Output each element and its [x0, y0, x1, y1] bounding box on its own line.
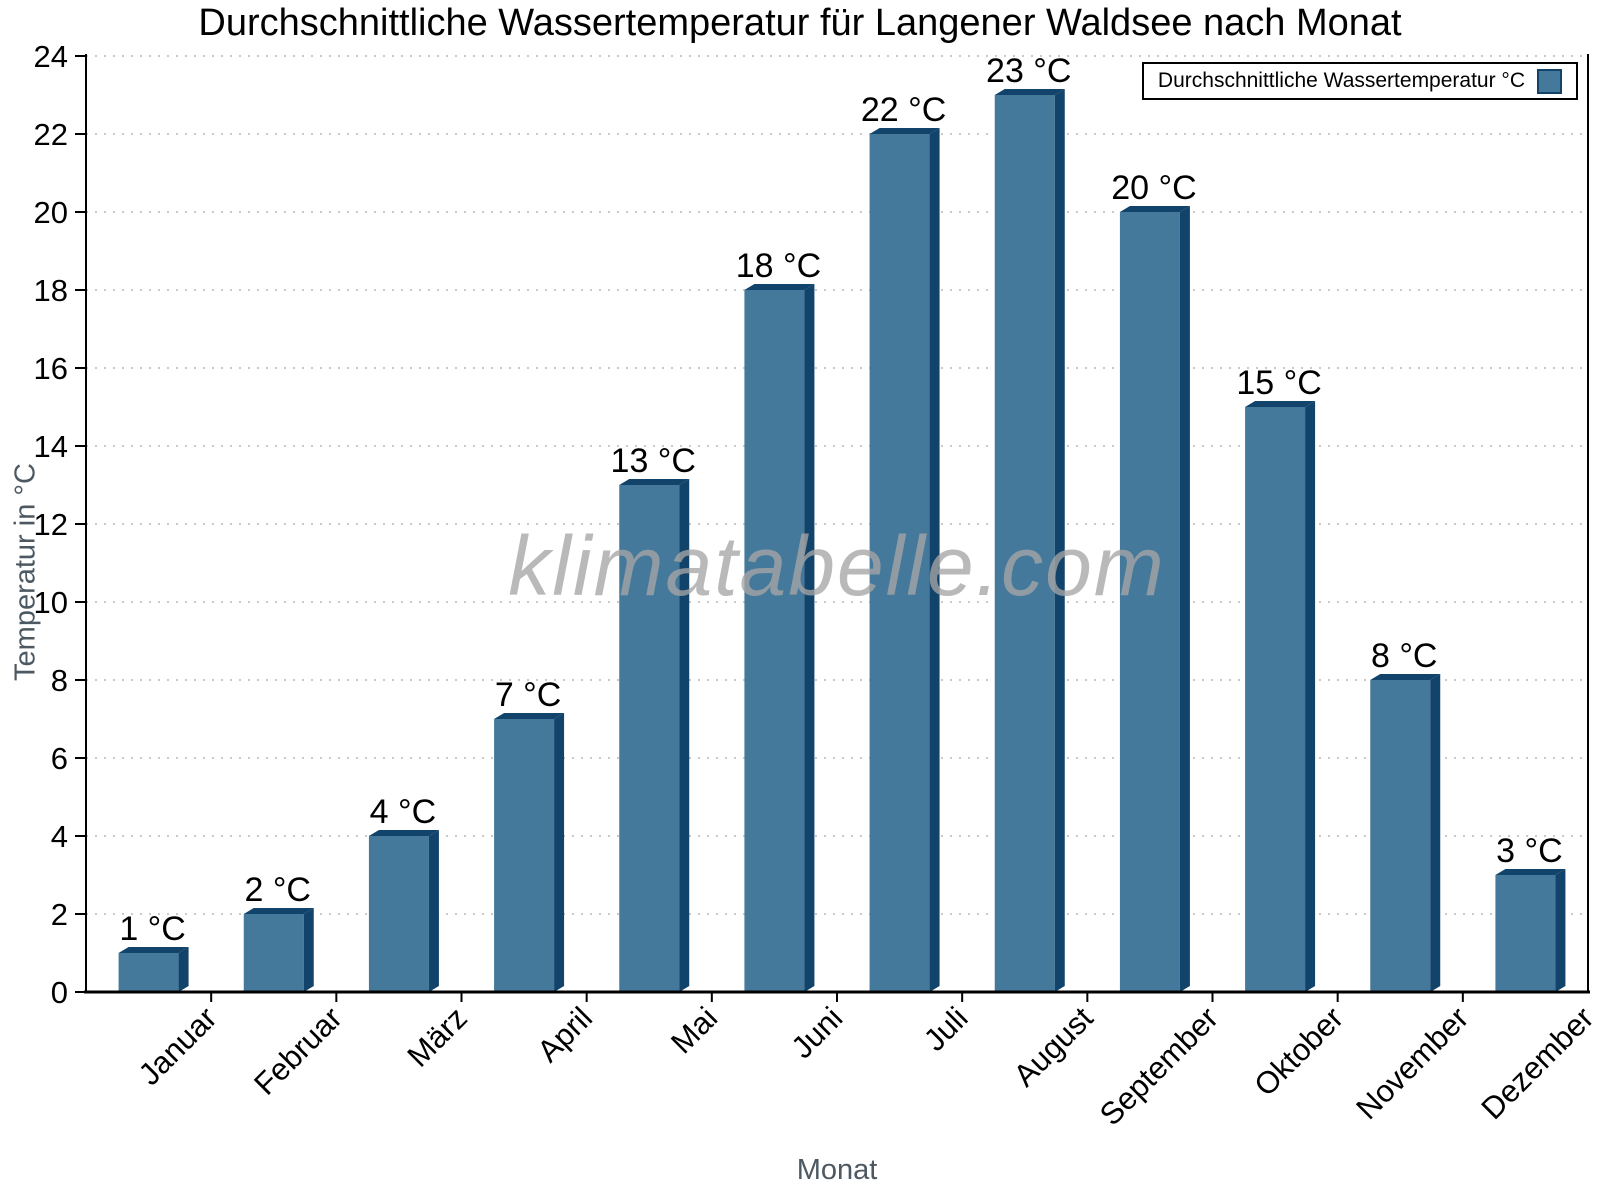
bar-top-face — [243, 908, 314, 914]
bar-februar[interactable] — [243, 908, 314, 992]
bar-side-face — [1555, 869, 1566, 992]
y-tick-label-2: 2 — [51, 897, 68, 932]
y-tick-label-4: 4 — [51, 819, 68, 854]
bar-side-face — [929, 128, 940, 992]
y-tick-label-6: 6 — [51, 741, 68, 776]
bar-side-face — [1305, 401, 1316, 992]
x-tick-label-oktober: Oktober — [1247, 1000, 1350, 1103]
bar-front-face — [243, 914, 304, 992]
y-tick-label-12: 12 — [34, 507, 68, 542]
bar-value-label-oktober: 15 °C — [1236, 364, 1321, 402]
bar-januar[interactable] — [118, 947, 189, 992]
bar-front-face — [118, 953, 179, 992]
x-tick-label-januar: Januar — [132, 1000, 224, 1092]
y-tick-label-10: 10 — [34, 585, 68, 620]
bar-top-face — [744, 284, 815, 290]
bar-value-label-august: 23 °C — [986, 52, 1071, 90]
x-tick-label-mai: Mai — [664, 1000, 724, 1060]
chart-title: Durchschnittliche Wassertemperatur für L… — [198, 2, 1402, 44]
bar-side-face — [178, 947, 189, 992]
bar-value-label-mai: 13 °C — [611, 442, 696, 480]
bar-august[interactable] — [994, 89, 1065, 992]
y-tick-label-14: 14 — [34, 429, 68, 464]
y-tick-label-8: 8 — [51, 663, 68, 698]
bar-top-face — [1370, 674, 1441, 680]
bar-top-face — [494, 713, 565, 719]
y-tick-label-22: 22 — [34, 117, 68, 152]
bar-side-face — [1179, 206, 1190, 992]
x-tick-label-dezember: Dezember — [1475, 1000, 1600, 1126]
y-tick-label-20: 20 — [34, 195, 68, 230]
x-tick-label-august: August — [1007, 1000, 1100, 1093]
bar-value-label-april: 7 °C — [495, 676, 562, 714]
bar-top-face — [619, 479, 690, 485]
x-tick-label-februar: Februar — [247, 1000, 349, 1102]
legend[interactable]: Durchschnittliche Wassertemperatur °C — [1141, 62, 1578, 100]
bar-side-face — [679, 479, 690, 992]
bar-side-face — [1430, 674, 1441, 992]
bar-front-face — [1495, 875, 1556, 992]
x-axis-title: Monat — [796, 1154, 878, 1186]
y-axis-title: Temperatur in °C — [9, 463, 42, 681]
x-tick-label-november: November — [1349, 1000, 1475, 1126]
bar-oktober[interactable] — [1245, 401, 1316, 992]
x-tick-label-juli: Juli — [917, 1000, 975, 1058]
bar-november[interactable] — [1370, 674, 1441, 992]
bar-juni[interactable] — [744, 284, 815, 992]
bar-front-face — [619, 485, 680, 992]
legend-swatch-icon — [1537, 68, 1562, 94]
bar-value-label-september: 20 °C — [1111, 169, 1196, 207]
bar-value-label-november: 8 °C — [1371, 637, 1438, 675]
y-tick-label-24: 24 — [34, 39, 68, 74]
bar-top-face — [118, 947, 189, 953]
x-tick-label-maerz: März — [400, 1000, 473, 1073]
bar-april[interactable] — [494, 713, 565, 992]
bar-front-face — [1245, 407, 1306, 992]
y-tick-label-0: 0 — [51, 975, 68, 1010]
bar-side-face — [804, 284, 815, 992]
bar-mai[interactable] — [619, 479, 690, 992]
bar-top-face — [869, 128, 940, 134]
bar-top-face — [1245, 401, 1316, 407]
bar-september[interactable] — [1119, 206, 1190, 992]
y-tick-label-18: 18 — [34, 273, 68, 308]
bar-value-label-dezember: 3 °C — [1496, 832, 1563, 870]
bar-value-label-juni: 18 °C — [736, 247, 821, 285]
bar-side-face — [303, 908, 314, 992]
bar-side-face — [428, 830, 439, 992]
bar-front-face — [1370, 680, 1431, 992]
bar-side-face — [554, 713, 565, 992]
bar-maerz[interactable] — [368, 830, 439, 992]
bar-value-label-januar: 1 °C — [119, 910, 186, 948]
bar-front-face — [368, 836, 429, 992]
bar-side-face — [1054, 89, 1065, 992]
bar-value-label-februar: 2 °C — [244, 871, 311, 909]
bar-juli[interactable] — [869, 128, 940, 992]
bar-top-face — [1495, 869, 1566, 875]
bar-front-face — [869, 134, 930, 992]
y-tick-label-16: 16 — [34, 351, 68, 386]
bar-top-face — [994, 89, 1065, 95]
bar-top-face — [368, 830, 439, 836]
bar-dezember[interactable] — [1495, 869, 1566, 992]
legend-label: Durchschnittliche Wassertemperatur °C — [1157, 69, 1525, 92]
bar-value-label-juli: 22 °C — [861, 91, 946, 129]
bar-front-face — [744, 290, 805, 992]
bar-front-face — [1119, 212, 1180, 992]
x-tick-label-april: April — [530, 1000, 599, 1069]
bar-front-face — [494, 719, 555, 992]
bar-value-label-maerz: 4 °C — [370, 793, 437, 831]
bar-top-face — [1119, 206, 1190, 212]
bar-front-face — [994, 95, 1055, 992]
x-tick-label-juni: Juni — [784, 1000, 849, 1065]
x-tick-label-september: September — [1093, 1000, 1225, 1132]
